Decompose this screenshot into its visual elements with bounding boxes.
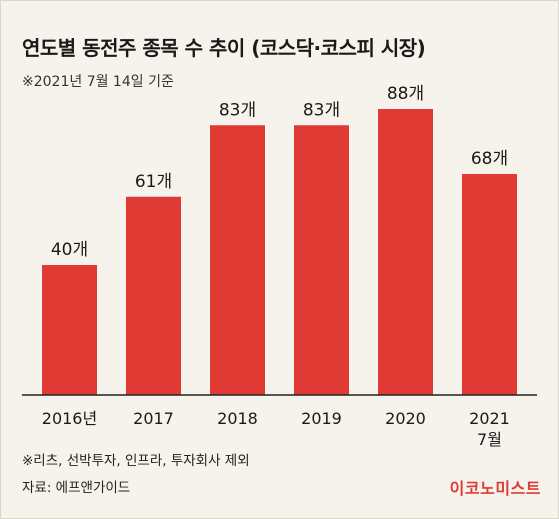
category-label-5: 2021 7월: [469, 409, 510, 449]
value-label-4: 88개: [387, 84, 424, 104]
bar-2: [210, 125, 265, 395]
value-label-3: 83개: [303, 100, 340, 120]
chart-title: 연도별 동전주 종목 수 추이 (코스닥·코스피 시장): [22, 36, 426, 60]
category-label-2: 2018: [217, 409, 258, 428]
bar-4: [378, 109, 433, 395]
category-label-4: 2020: [385, 409, 426, 428]
value-label-2: 83개: [219, 100, 256, 120]
value-label-0: 40개: [51, 240, 88, 260]
value-label-1: 61개: [135, 172, 172, 192]
brand-logo: 이코노미스트: [449, 479, 541, 498]
value-label-5: 68개: [471, 149, 508, 169]
category-label-1: 2017: [133, 409, 174, 428]
source-note: 자료: 에프앤가이드: [22, 480, 131, 496]
bar-3: [294, 125, 349, 395]
bar-1: [126, 196, 181, 395]
category-label-0: 2016년: [42, 409, 97, 428]
exclusion-note: ※리츠, 선박투자, 인프라, 투자회사 제외: [22, 453, 250, 469]
chart-subtitle: ※2021년 7월 14일 기준: [22, 74, 174, 90]
bar-0: [42, 265, 97, 395]
bar-5: [462, 174, 517, 395]
category-label-3: 2019: [301, 409, 342, 428]
